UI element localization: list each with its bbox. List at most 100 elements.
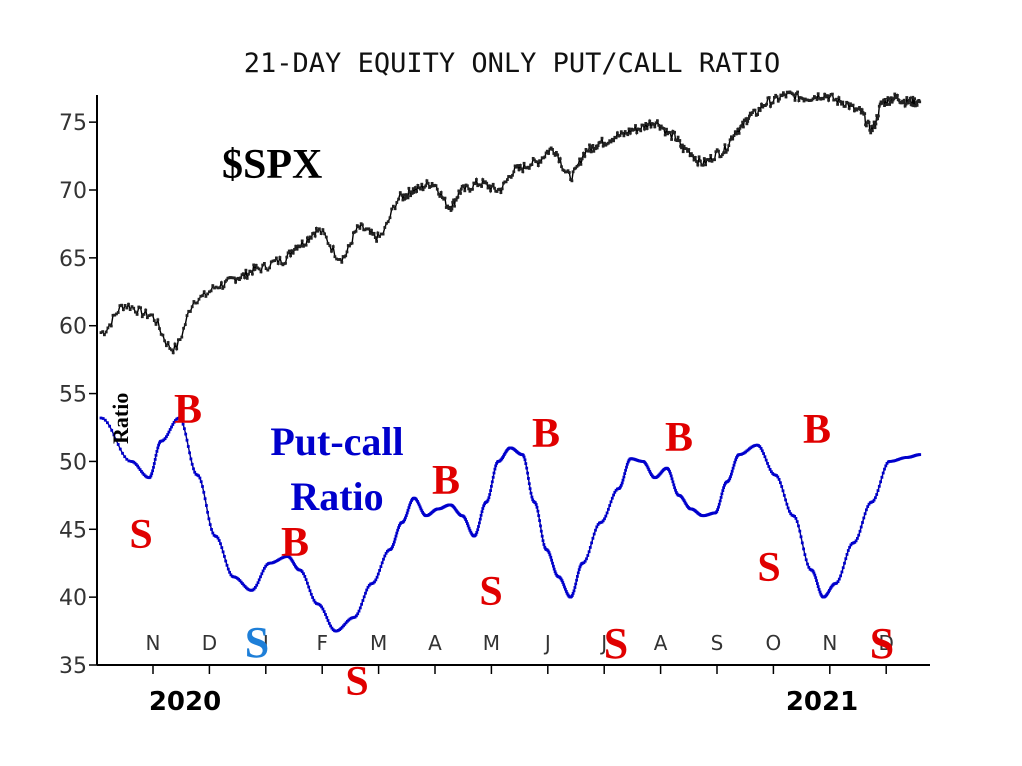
data-point xyxy=(199,480,203,484)
data-point xyxy=(526,471,529,475)
data-point xyxy=(186,445,190,448)
data-point xyxy=(626,133,630,137)
data-point xyxy=(539,524,542,528)
data-point xyxy=(761,105,765,109)
data-point xyxy=(903,104,907,108)
data-point xyxy=(419,187,422,191)
data-point xyxy=(357,225,360,229)
data-point xyxy=(184,432,188,436)
data-point xyxy=(361,223,364,227)
data-point xyxy=(449,209,453,212)
data-point xyxy=(216,536,220,540)
data-point xyxy=(727,144,731,147)
data-point xyxy=(150,472,154,476)
data-point xyxy=(544,151,548,155)
data-point xyxy=(747,117,750,120)
data-point xyxy=(913,97,916,101)
data-point xyxy=(648,119,652,123)
data-point xyxy=(409,194,412,198)
data-point xyxy=(257,578,261,582)
data-point xyxy=(109,324,113,328)
data-point xyxy=(626,460,630,464)
data-point xyxy=(438,195,442,198)
data-point xyxy=(890,100,894,104)
data-point xyxy=(481,507,485,510)
data-point xyxy=(238,579,242,582)
data-point xyxy=(223,280,227,283)
data-point xyxy=(816,92,820,96)
data-point xyxy=(845,553,849,556)
data-point xyxy=(846,101,850,105)
data-point xyxy=(232,276,236,280)
data-point xyxy=(885,462,889,465)
data-point xyxy=(672,483,676,487)
data-point xyxy=(723,143,727,147)
data-point xyxy=(125,306,129,310)
data-point xyxy=(816,585,820,588)
data-point xyxy=(722,486,725,490)
data-point xyxy=(308,589,312,593)
data-point xyxy=(257,267,261,271)
data-point xyxy=(883,104,886,107)
data-point xyxy=(784,498,787,502)
data-point xyxy=(768,468,772,471)
data-point xyxy=(578,157,581,161)
data-point xyxy=(896,94,899,97)
data-point xyxy=(409,501,412,505)
data-point xyxy=(863,512,867,516)
data-point xyxy=(555,151,558,154)
data-point xyxy=(567,171,571,174)
data-point xyxy=(397,526,400,529)
data-point xyxy=(625,462,629,466)
data-point xyxy=(171,423,175,426)
data-point xyxy=(570,179,574,183)
data-point xyxy=(671,129,675,133)
data-point xyxy=(144,308,148,312)
data-point xyxy=(345,250,349,254)
data-point xyxy=(539,529,543,533)
data-point xyxy=(261,569,265,573)
data-point xyxy=(576,163,580,167)
data-point xyxy=(858,106,861,109)
chart-title: 21-DAY EQUITY ONLY PUT/CALL RATIO xyxy=(244,48,780,79)
data-point xyxy=(889,100,892,104)
data-point xyxy=(875,493,879,496)
data-point xyxy=(190,305,194,309)
data-point xyxy=(682,499,686,502)
data-point xyxy=(723,483,726,487)
data-point xyxy=(122,308,125,312)
data-point xyxy=(521,453,525,457)
data-point xyxy=(727,479,731,482)
data-point xyxy=(264,564,268,568)
data-point xyxy=(530,163,534,166)
data-point xyxy=(446,204,449,208)
data-point xyxy=(354,229,358,233)
data-point xyxy=(220,281,223,285)
data-point xyxy=(557,160,561,164)
data-point xyxy=(473,182,477,186)
data-point xyxy=(622,475,626,479)
y-tick-label: 65 xyxy=(59,247,87,272)
data-point xyxy=(762,452,765,455)
data-point xyxy=(780,94,784,98)
data-point xyxy=(884,464,888,468)
data-point xyxy=(111,313,115,317)
data-point xyxy=(189,457,193,461)
data-point xyxy=(511,173,514,177)
annotation-label: $SPX xyxy=(222,142,322,188)
data-point xyxy=(915,104,919,107)
data-point xyxy=(721,489,725,492)
data-point xyxy=(749,113,753,116)
data-point xyxy=(730,135,733,139)
data-point xyxy=(318,603,322,607)
series-line xyxy=(100,417,920,632)
data-point xyxy=(411,187,415,190)
data-point xyxy=(291,251,295,255)
data-point xyxy=(849,543,853,547)
data-point xyxy=(99,416,103,420)
data-point xyxy=(383,554,387,558)
data-point xyxy=(404,514,408,517)
data-point xyxy=(649,471,652,475)
data-point xyxy=(720,492,724,496)
data-point xyxy=(101,417,105,420)
